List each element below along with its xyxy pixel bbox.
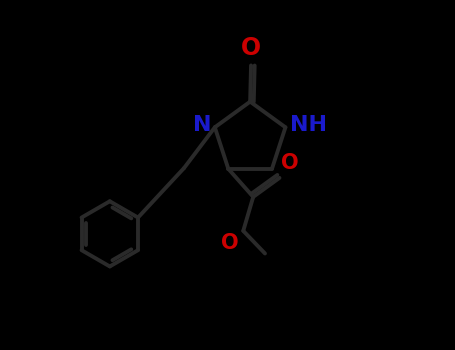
Text: NH: NH — [290, 114, 327, 135]
Text: O: O — [221, 233, 239, 253]
Text: O: O — [241, 36, 261, 60]
Text: N: N — [193, 114, 211, 135]
Text: O: O — [281, 153, 299, 173]
